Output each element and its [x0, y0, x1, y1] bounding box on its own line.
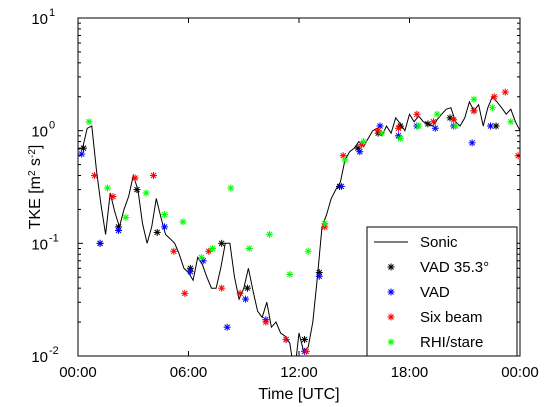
rhi-stare-point — [161, 211, 169, 219]
vad-point — [115, 226, 123, 234]
rhi-stare-point — [142, 189, 150, 197]
six-beam-point — [429, 118, 437, 126]
rhi-stare-point — [507, 118, 515, 126]
y-tick-label: 10 — [31, 124, 48, 141]
six-beam-point — [470, 107, 478, 115]
legend-label-vad: VAD — [420, 284, 450, 301]
six-beam-point — [170, 247, 178, 255]
legend-swatch-vad — [387, 288, 395, 296]
six-beam-point — [91, 172, 99, 180]
x-tick-label: 18:00 — [391, 364, 429, 381]
sonic-line-layer — [78, 95, 520, 356]
rhi-stare-point — [433, 110, 441, 118]
six-beam-point — [394, 124, 402, 132]
y-tick-label: 10 — [31, 236, 48, 253]
six-beam-point — [501, 88, 509, 96]
rhi-stare-point — [197, 253, 205, 261]
legend-swatch-vad-35-3 — [387, 263, 395, 271]
six-beam-point — [302, 347, 310, 355]
x-tick-label: 00:00 — [59, 364, 97, 381]
x-tick-label: 00:00 — [501, 364, 539, 381]
rhi-stare-point — [227, 184, 235, 192]
rhi-stare-point — [452, 122, 460, 130]
vad-point — [223, 323, 231, 331]
marker-layer — [78, 88, 520, 355]
legend-items: Sonic VAD 35.3° VAD Six beam RHI/stare — [374, 234, 489, 351]
six-beam-point — [262, 318, 270, 326]
y-tick-exponent: 1 — [49, 7, 55, 19]
six-beam-point — [236, 289, 244, 297]
legend-label-sonic: Sonic — [420, 234, 458, 251]
vad-35-3-point — [424, 120, 432, 128]
legend-label-vad-35-3: VAD 35.3° — [420, 259, 489, 276]
rhi-stare-point — [286, 270, 294, 278]
six-beam-point — [490, 93, 498, 101]
legend-label-six-beam: Six beam — [420, 309, 483, 326]
six-beam-point — [131, 174, 139, 182]
y-tick-exponent: -2 — [49, 345, 59, 357]
rhi-stare-point — [304, 247, 312, 255]
y-tick-label: 10 — [31, 349, 48, 366]
rhi-stare-point — [396, 135, 404, 143]
vad-point — [468, 139, 476, 147]
vad-35-3-point — [492, 122, 500, 130]
plot-area — [77, 17, 521, 357]
vad-35-3-point — [153, 228, 161, 236]
sonic-series-line — [78, 95, 520, 356]
vad-point — [242, 295, 250, 303]
rhi-stare-point — [103, 184, 111, 192]
x-tick-label: 06:00 — [170, 364, 208, 381]
x-tick-label: 12:00 — [280, 364, 318, 381]
vad-point — [431, 124, 439, 132]
vad-point — [487, 122, 495, 130]
legend-swatch-six-beam — [387, 313, 395, 321]
rhi-stare-point — [208, 244, 216, 252]
y-tick-exponent: -1 — [49, 232, 59, 244]
six-beam-point — [109, 193, 117, 201]
vad-point — [186, 268, 194, 276]
y-axis-label: TKE [m2 s-2] — [27, 145, 45, 230]
legend-swatch-rhi-stare — [387, 338, 395, 346]
six-beam-point — [218, 284, 226, 292]
vad-point — [337, 182, 345, 190]
rhi-stare-point — [122, 213, 130, 221]
vad-35-3-point — [80, 144, 88, 152]
vad-35-3-point — [301, 336, 309, 344]
axis-ticks — [77, 18, 521, 357]
vad-point — [315, 272, 323, 280]
vad-35-3-point — [133, 186, 141, 194]
rhi-stare-point — [488, 104, 496, 112]
rhi-stare-point — [470, 95, 478, 103]
rhi-stare-point — [415, 122, 423, 130]
rhi-stare-point — [321, 219, 329, 227]
vad-point — [96, 239, 104, 247]
vad-point — [356, 148, 364, 156]
rhi-stare-point — [359, 138, 367, 146]
x-axis-label: Time [UTC] — [258, 386, 339, 403]
six-beam-point — [181, 289, 189, 297]
six-beam-point — [413, 110, 421, 118]
y-tick-label: 10 — [31, 11, 48, 28]
legend-label-rhi-stare: RHI/stare — [420, 334, 483, 351]
vad-35-3-point — [243, 284, 251, 292]
legend: Sonic VAD 35.3° VAD Six beam RHI/stare — [366, 226, 518, 357]
y-tick-exponent: 0 — [49, 120, 55, 132]
six-beam-point — [282, 336, 290, 344]
six-beam-point — [205, 247, 213, 255]
six-beam-point — [450, 116, 458, 124]
rhi-stare-point — [378, 129, 386, 137]
six-beam-point — [150, 172, 158, 180]
six-beam-point — [374, 127, 382, 135]
x-tick-labels: 00:00 06:00 12:00 18:00 00:00 — [59, 364, 539, 381]
rhi-stare-point — [341, 156, 349, 164]
vad-point — [161, 223, 169, 231]
rhi-stare-point — [245, 244, 253, 252]
rhi-stare-point — [85, 118, 93, 126]
rhi-stare-point — [179, 218, 187, 226]
rhi-stare-point — [266, 230, 274, 238]
vad-point — [78, 150, 86, 158]
vad-35-3-point — [218, 239, 226, 247]
